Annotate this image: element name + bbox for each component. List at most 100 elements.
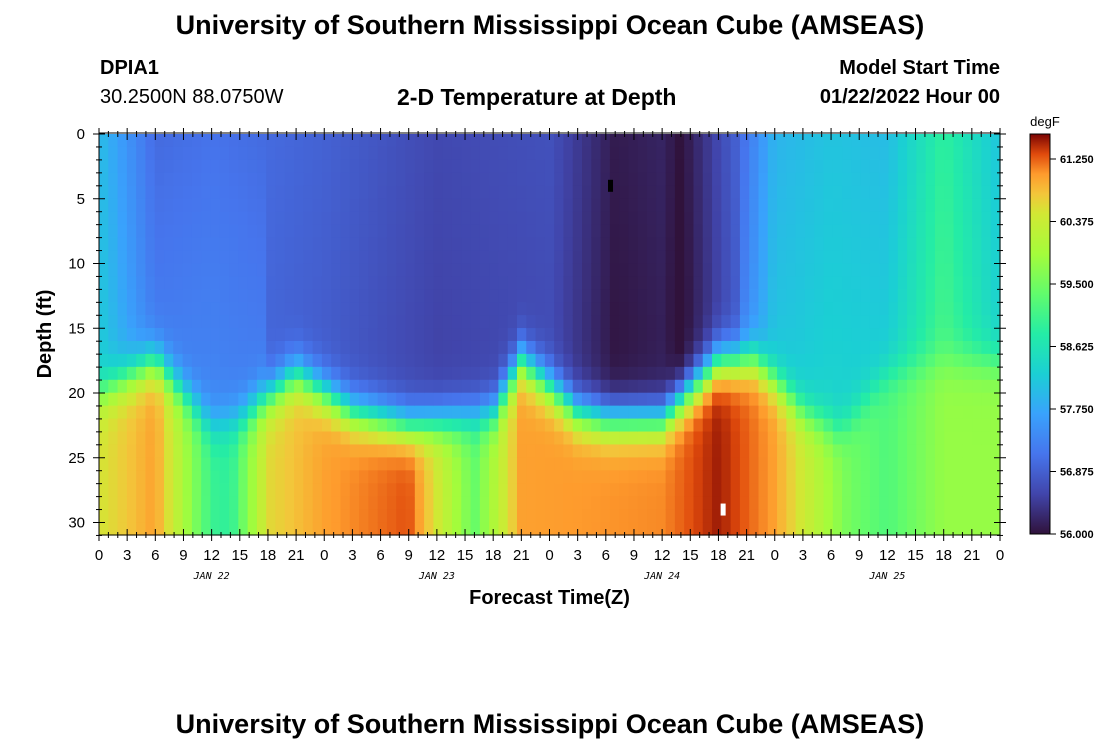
heatmap-cell: [823, 237, 834, 252]
heatmap-cell: [916, 444, 927, 458]
heatmap-cell: [777, 328, 787, 342]
heatmap-cell: [145, 444, 156, 458]
heatmap-cell: [396, 418, 407, 433]
colorbar-tick-label: 59.500: [1060, 279, 1094, 291]
heatmap-cell: [869, 470, 880, 484]
heatmap-cell: [451, 418, 462, 433]
heatmap-cell: [758, 340, 769, 355]
heatmap-cell: [526, 146, 537, 161]
heatmap-cell: [526, 366, 537, 381]
heatmap-cell: [266, 366, 277, 381]
heatmap-cell: [684, 289, 695, 303]
heatmap-cell: [981, 263, 992, 277]
heatmap-cell: [563, 302, 574, 316]
heatmap-cell: [173, 405, 184, 420]
heatmap-cell: [201, 328, 212, 342]
heatmap-cell: [266, 211, 277, 226]
heatmap-cell: [990, 431, 1001, 446]
heatmap-cell: [860, 470, 871, 484]
heatmap-cell: [851, 379, 862, 394]
heatmap-cell: [925, 224, 936, 239]
heatmap-cell: [108, 250, 119, 264]
heatmap-cell: [637, 340, 648, 355]
heatmap-cell: [275, 172, 286, 187]
heatmap-cell: [470, 134, 481, 148]
heatmap-cell: [888, 444, 899, 458]
heatmap-cell: [544, 353, 555, 368]
heatmap-cell: [173, 211, 184, 226]
heatmap-cell: [256, 146, 267, 161]
heatmap-cell: [498, 237, 509, 252]
heatmap-cell: [712, 224, 722, 239]
heatmap-cell: [972, 263, 983, 277]
heatmap-cell: [303, 276, 314, 290]
heatmap-cell: [256, 289, 267, 303]
heatmap-cell: [777, 483, 787, 497]
heatmap-cell: [656, 392, 667, 407]
heatmap-cell: [693, 211, 704, 226]
heatmap-cell: [340, 237, 351, 252]
heatmap-cell: [804, 146, 815, 161]
heatmap-cell: [907, 172, 917, 187]
heatmap-cell: [897, 444, 908, 458]
heatmap-cell: [851, 353, 862, 368]
heatmap-cell: [182, 146, 193, 161]
heatmap-cell: [786, 250, 797, 264]
heatmap-cell: [535, 211, 546, 226]
heatmap-cell: [303, 444, 314, 458]
heatmap-cell: [154, 522, 165, 536]
heatmap-cell: [897, 509, 908, 523]
heatmap-cell: [414, 289, 425, 303]
heatmap-cell: [377, 418, 388, 433]
heatmap-cell: [814, 224, 825, 239]
heatmap-cell: [126, 431, 137, 446]
heatmap-cell: [275, 483, 286, 497]
heatmap-cell: [925, 211, 936, 226]
heatmap-cell: [321, 444, 332, 458]
heatmap-cell: [154, 496, 165, 510]
heatmap-cell: [99, 509, 109, 523]
heatmap-cell: [414, 224, 425, 239]
heatmap-cell: [479, 146, 490, 161]
heatmap-cell: [953, 457, 964, 471]
heatmap-cell: [303, 340, 314, 355]
heatmap-cell: [126, 457, 137, 471]
heatmap-cell: [284, 366, 295, 381]
heatmap-cell: [944, 250, 955, 264]
heatmap-cell: [386, 328, 397, 342]
heatmap-cell: [572, 366, 583, 381]
heatmap-cell: [229, 302, 239, 316]
heatmap-cell: [990, 470, 1001, 484]
heatmap-cell: [582, 237, 592, 252]
heatmap-cell: [674, 263, 685, 277]
heatmap-cell: [368, 146, 379, 161]
heatmap-cell: [108, 159, 119, 174]
heatmap-cell: [712, 263, 722, 277]
heatmap-cell: [749, 159, 760, 174]
heatmap-cell: [535, 328, 546, 342]
heatmap-cell: [470, 379, 481, 394]
heatmap-cell: [684, 379, 695, 394]
heatmap-cell: [433, 146, 444, 161]
heatmap-cell: [451, 276, 462, 290]
heatmap-cell: [516, 418, 527, 433]
heatmap-cell: [368, 289, 379, 303]
heatmap-cell: [591, 146, 602, 161]
heatmap-cell: [526, 483, 537, 497]
heatmap-cell: [507, 302, 518, 316]
heatmap-cell: [712, 405, 722, 420]
heatmap-cell: [972, 431, 983, 446]
heatmap-cell: [229, 237, 239, 252]
heatmap-cell: [470, 444, 481, 458]
heatmap-cell: [721, 457, 732, 471]
heatmap-cell: [145, 198, 156, 213]
heatmap-cell: [582, 405, 592, 420]
heatmap-cell: [767, 366, 778, 381]
heatmap-cell: [340, 379, 351, 394]
heatmap-cell: [154, 444, 165, 458]
heatmap-cell: [238, 198, 249, 213]
heatmap-cell: [628, 198, 639, 213]
heatmap-cell: [702, 159, 713, 174]
heatmap-cell: [507, 224, 518, 239]
heatmap-cell: [154, 276, 165, 290]
